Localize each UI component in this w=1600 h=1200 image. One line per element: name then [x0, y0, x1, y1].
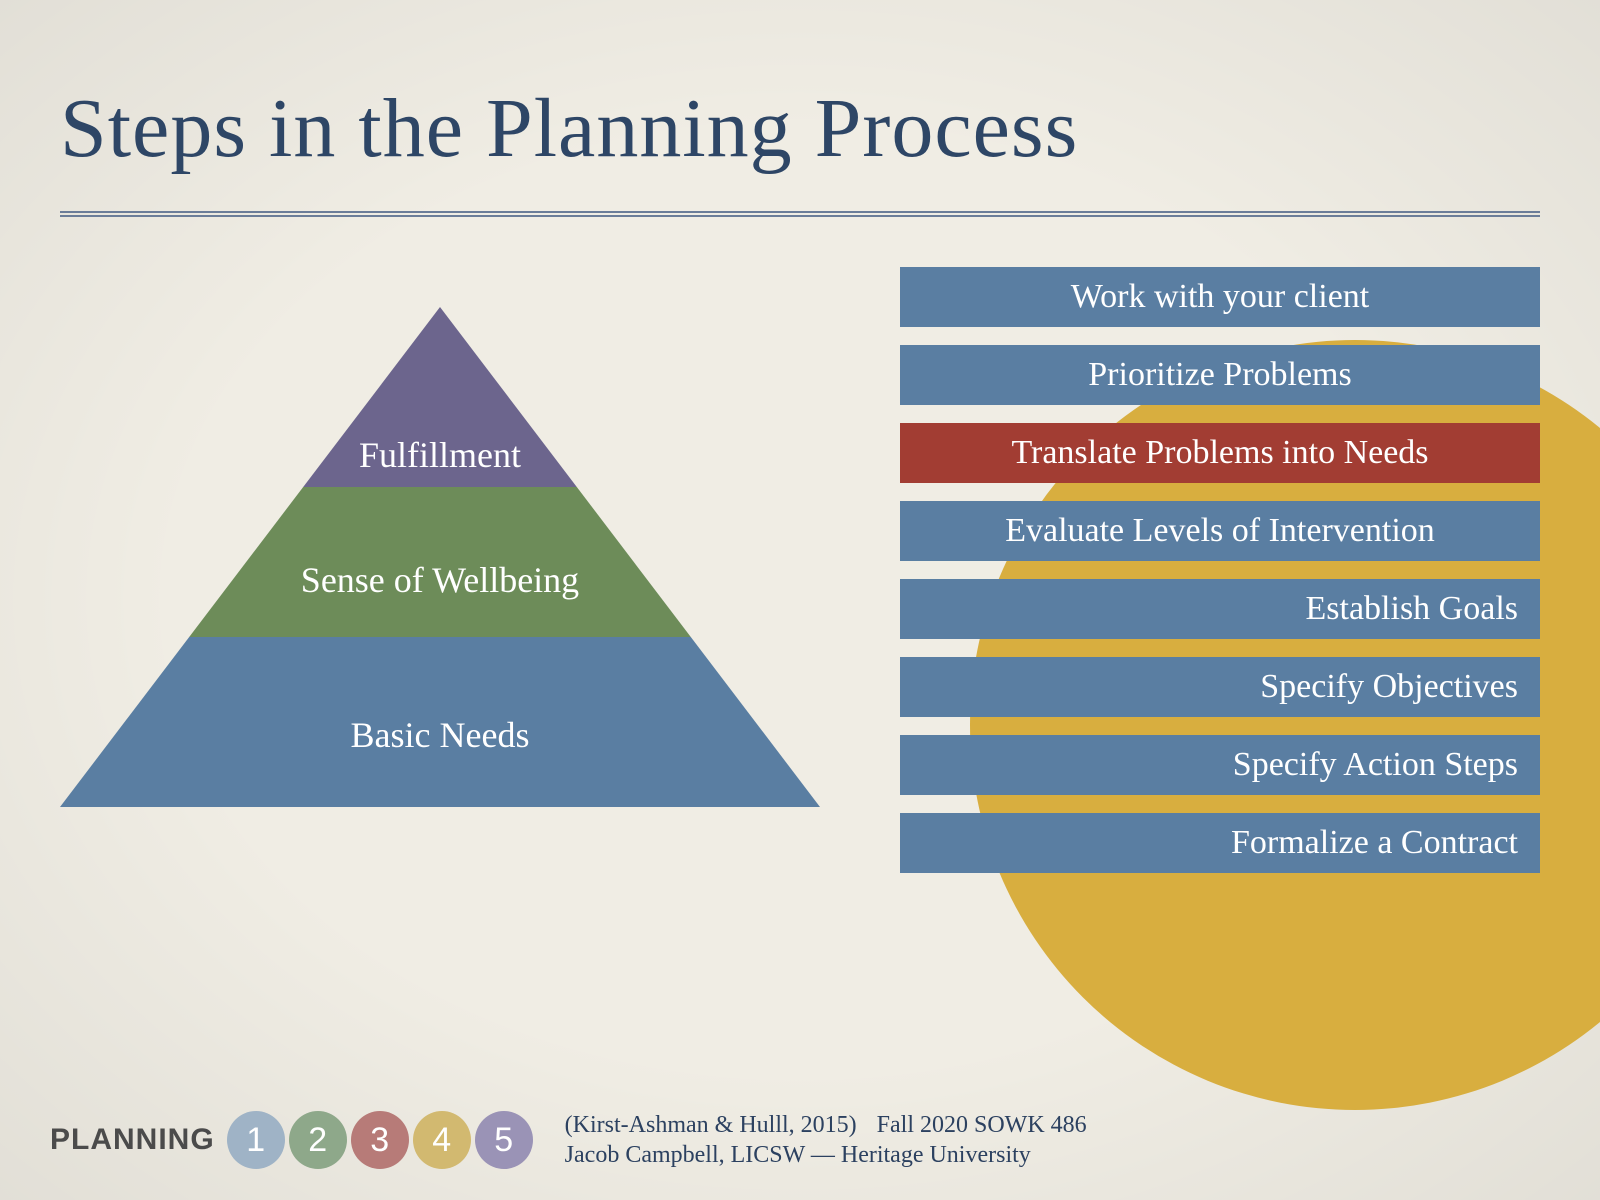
step-number-4: 4 [413, 1111, 471, 1169]
step-number-1: 1 [227, 1111, 285, 1169]
step-bar-highlight: Translate Problems into Needs [900, 423, 1540, 483]
step-number-2: 2 [289, 1111, 347, 1169]
step-number-3: 3 [351, 1111, 409, 1169]
step-bar: Specify Action Steps [900, 735, 1540, 795]
step-bar: Evaluate Levels of Intervention [900, 501, 1540, 561]
step-label: Formalize a Contract [1231, 824, 1518, 862]
step-label: Work with your client [1071, 278, 1369, 316]
pyramid-label-middle: Sense of Wellbeing [60, 559, 820, 601]
title-rule [60, 211, 1540, 217]
step-bar: Establish Goals [900, 579, 1540, 639]
step-label: Evaluate Levels of Intervention [1005, 512, 1435, 550]
step-label: Specify Action Steps [1233, 746, 1518, 784]
step-label: Establish Goals [1306, 590, 1518, 628]
step-label: Specify Objectives [1260, 668, 1518, 706]
steps-list: Work with your client Prioritize Problem… [880, 267, 1540, 873]
pyramid-label-top: Fulfillment [60, 434, 820, 476]
footer-byline: Jacob Campbell, LICSW — Heritage Univers… [565, 1142, 1031, 1168]
footer-citation-block: (Kirst-Ashman & Hulll, 2015) Fall 2020 S… [565, 1110, 1087, 1170]
footer-term: Fall 2020 SOWK 486 [877, 1110, 1087, 1140]
step-bar: Work with your client [900, 267, 1540, 327]
step-bar: Formalize a Contract [900, 813, 1540, 873]
step-label: Prioritize Problems [1088, 356, 1351, 394]
needs-pyramid: Fulfillment Sense of Wellbeing Basic Nee… [60, 307, 820, 807]
step-label: Translate Problems into Needs [1011, 434, 1428, 472]
content-row: Fulfillment Sense of Wellbeing Basic Nee… [60, 267, 1540, 873]
step-bar: Specify Objectives [900, 657, 1540, 717]
slide: Steps in the Planning Process Fulfillmen… [0, 0, 1600, 1200]
pyramid-label-bottom: Basic Needs [60, 714, 820, 756]
footer-section-label: PLANNING [50, 1123, 215, 1157]
footer: PLANNING 1 2 3 4 5 (Kirst-Ashman & Hulll… [0, 1110, 1600, 1170]
page-title: Steps in the Planning Process [60, 80, 1540, 177]
step-number-5: 5 [475, 1111, 533, 1169]
step-bar: Prioritize Problems [900, 345, 1540, 405]
footer-citation: (Kirst-Ashman & Hulll, 2015) [565, 1110, 857, 1140]
